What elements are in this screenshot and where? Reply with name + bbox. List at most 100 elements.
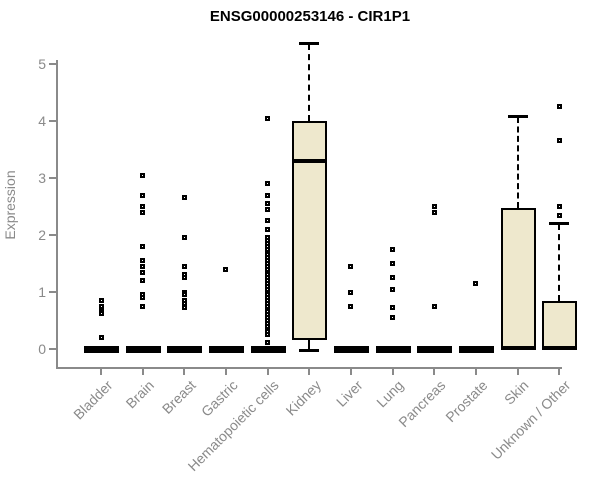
outlier-point — [223, 266, 229, 272]
outlier-point — [181, 235, 187, 241]
y-axis-tick — [49, 234, 56, 236]
x-tick-label: Bladder — [69, 377, 116, 423]
box-collapsed — [375, 345, 411, 353]
outlier-point — [265, 192, 271, 198]
y-axis-tick — [49, 177, 56, 179]
outlier-point — [181, 275, 187, 281]
y-axis-tick — [49, 120, 56, 122]
x-tick-label: Unknown / Other — [487, 377, 574, 463]
outlier-point — [556, 138, 562, 144]
outlier-point — [181, 300, 187, 306]
outlier-point — [348, 263, 354, 269]
x-tick-label: Lung — [373, 377, 407, 411]
outlier-point — [265, 339, 271, 345]
box — [542, 300, 578, 349]
outlier-point — [390, 246, 396, 252]
outlier-point — [556, 104, 562, 110]
outlier-point — [140, 278, 146, 284]
outlier-point — [390, 314, 396, 320]
chart-title: ENSG00000253146 - CIR1P1 — [209, 8, 411, 25]
box-collapsed — [417, 345, 453, 353]
outlier-point — [390, 305, 396, 311]
median-line — [542, 345, 578, 350]
outlier-point — [265, 181, 271, 187]
x-axis-tick — [183, 368, 186, 375]
outlier-point — [181, 195, 187, 201]
x-axis-tick — [100, 368, 102, 375]
y-axis-line — [56, 60, 58, 368]
outlier-point — [390, 275, 396, 281]
upper-whisker — [308, 44, 311, 121]
lower-whisker-cap — [299, 349, 320, 352]
x-tick-label: Skin — [501, 377, 532, 408]
outlier-point — [431, 303, 437, 309]
outlier-point — [431, 209, 437, 215]
outlier-point — [140, 269, 146, 275]
x-axis-tick — [141, 368, 144, 375]
median-line — [500, 345, 536, 350]
outlier-point — [265, 115, 271, 121]
outlier-point — [140, 204, 146, 209]
box-collapsed — [84, 345, 119, 353]
x-axis-tick — [558, 368, 561, 375]
y-tick-label: 0 — [38, 341, 46, 357]
x-tick-label: Prostate — [442, 377, 491, 426]
y-tick-label: 1 — [38, 284, 46, 300]
outlier-point — [140, 243, 146, 249]
y-tick-label: 2 — [38, 227, 46, 243]
y-axis-tick — [49, 348, 56, 350]
outlier-point — [98, 311, 104, 317]
x-axis-tick — [224, 368, 227, 375]
outlier-point — [556, 212, 562, 218]
outlier-point — [181, 263, 187, 269]
y-tick-label: 4 — [38, 113, 46, 129]
upper-whisker-cap — [299, 42, 320, 46]
x-axis-tick — [474, 368, 477, 375]
outlier-point — [265, 206, 271, 212]
box-collapsed — [333, 345, 369, 353]
box-collapsed — [125, 345, 161, 353]
outlier-point — [556, 204, 562, 209]
x-tick-label: Liver — [332, 377, 366, 410]
median-line — [292, 158, 328, 163]
x-axis-tick — [433, 368, 436, 375]
y-axis-tick — [49, 63, 56, 65]
outlier-point — [140, 192, 146, 198]
outlier-point — [348, 303, 354, 309]
outlier-point — [265, 218, 271, 224]
outlier-point — [98, 335, 104, 341]
outlier-point — [181, 292, 187, 298]
outlier-point — [140, 295, 146, 301]
x-tick-label: Brain — [122, 377, 157, 412]
x-tick-label: Breast — [158, 377, 199, 417]
y-axis-label: Expression — [2, 170, 18, 240]
outlier-point — [140, 209, 146, 215]
outlier-point — [140, 263, 146, 269]
outlier-point — [390, 261, 396, 266]
box-collapsed — [250, 345, 286, 353]
outlier-point — [140, 303, 146, 309]
box-collapsed — [208, 345, 244, 353]
x-axis-tick — [391, 368, 394, 375]
y-tick-label: 3 — [38, 170, 46, 186]
outlier-point — [431, 204, 437, 209]
outlier-point — [265, 332, 271, 338]
lower-whisker — [308, 340, 311, 349]
x-tick-label: Kidney — [282, 377, 324, 419]
outlier-point — [140, 258, 146, 264]
outlier-point — [265, 201, 271, 207]
box-collapsed — [458, 345, 494, 353]
outlier-point — [473, 280, 479, 286]
outlier-point — [265, 226, 271, 232]
upper-whisker — [558, 223, 561, 301]
box — [500, 208, 536, 349]
outlier-point — [98, 298, 104, 304]
outlier-point — [181, 305, 187, 311]
outlier-point — [140, 172, 146, 178]
x-axis-tick — [349, 368, 352, 375]
box — [292, 121, 328, 341]
y-axis-tick — [49, 291, 56, 293]
x-axis-tick — [308, 368, 311, 375]
x-axis-tick — [266, 368, 269, 375]
